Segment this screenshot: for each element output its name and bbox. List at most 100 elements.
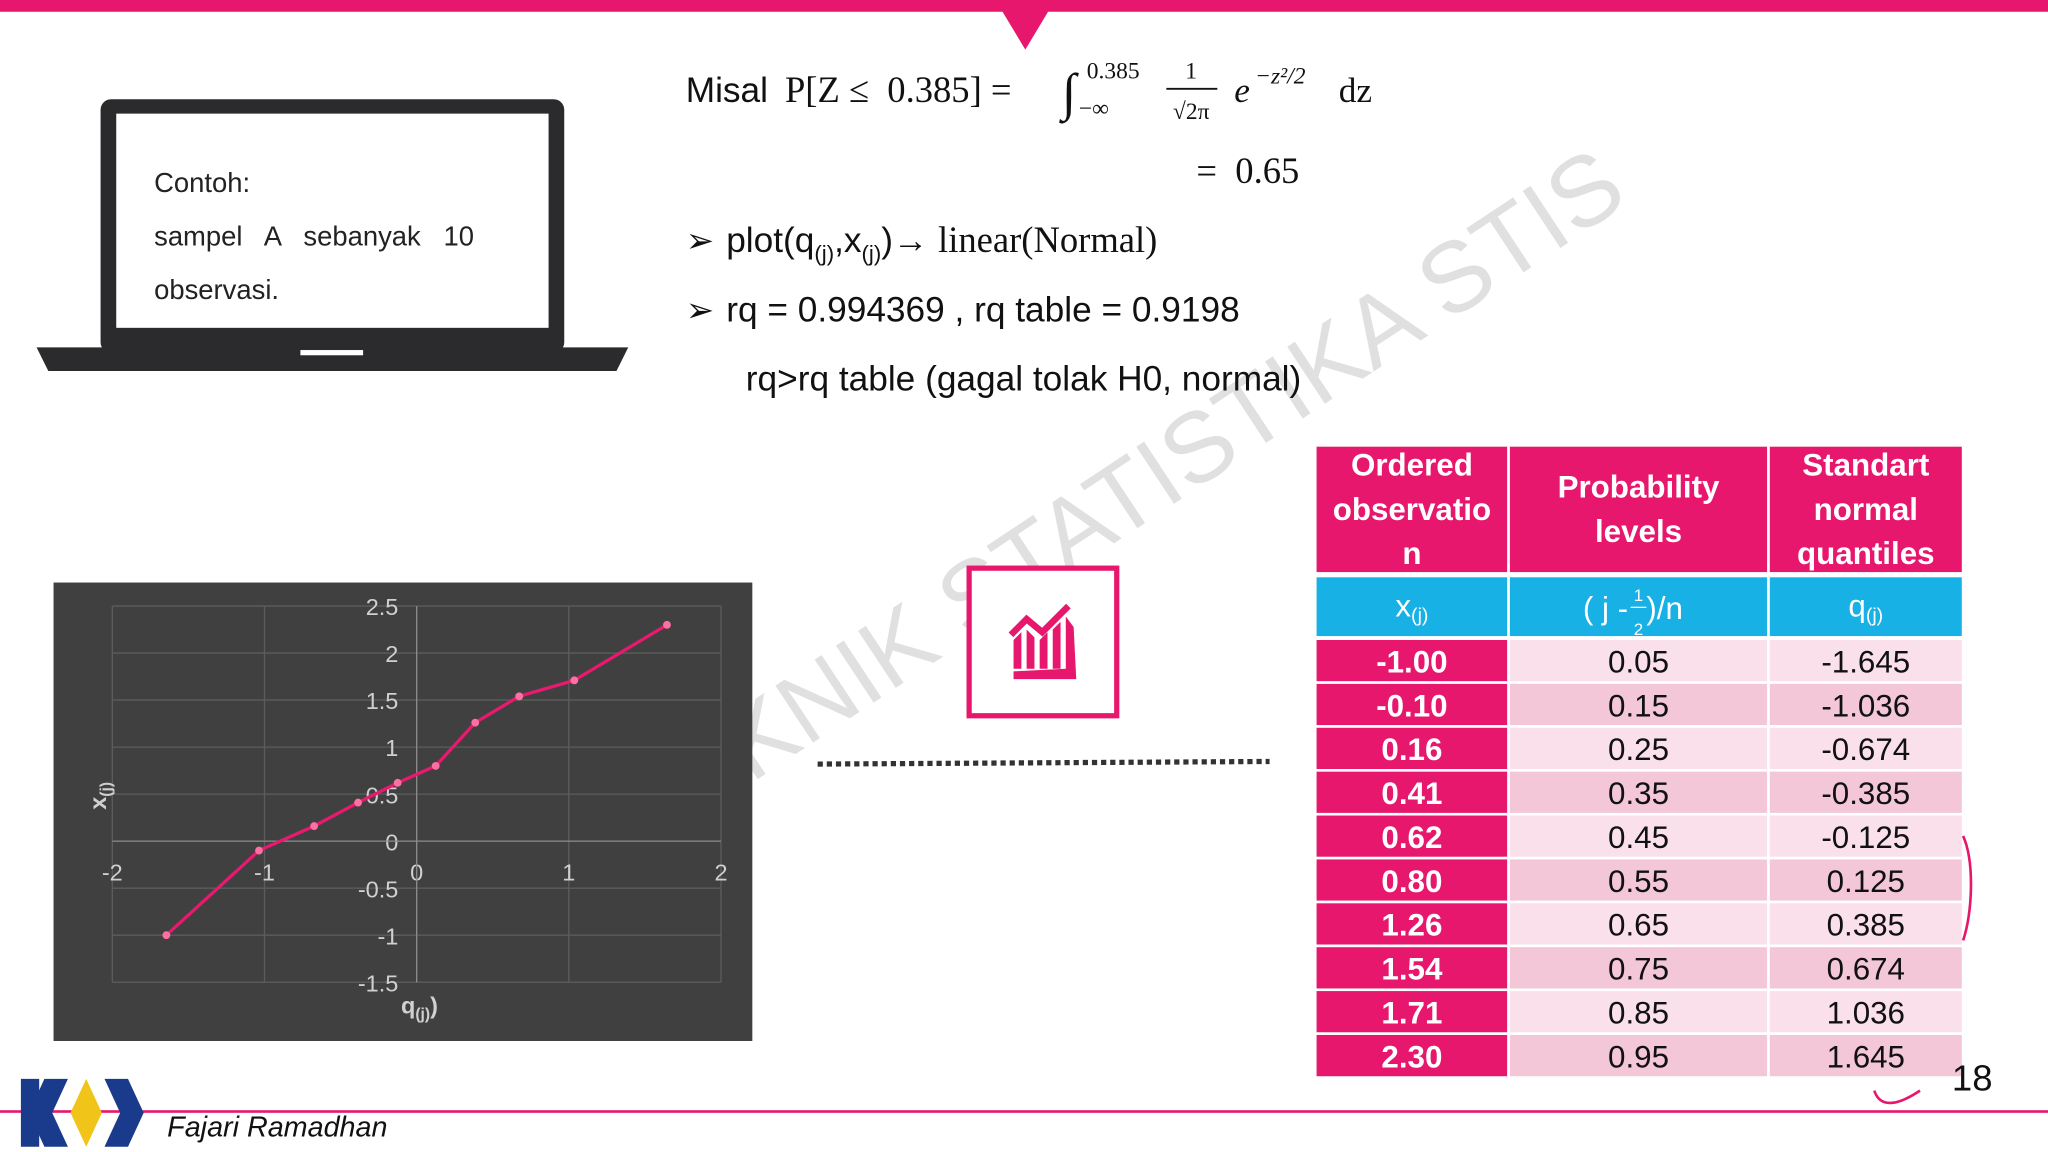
y-tick-label: 0 <box>385 829 398 855</box>
cell-text: 0.45 <box>1608 820 1669 855</box>
formula-result: = 0.65 <box>1196 150 1299 191</box>
table-cell <box>1767 725 1965 772</box>
header-text: normal <box>1814 492 1918 527</box>
table-cell <box>1507 1032 1770 1079</box>
formula-frac-num: 1 <box>1185 58 1197 84</box>
cell-text: 0.674 <box>1827 952 1905 987</box>
bullet-part: linear(Normal) <box>938 219 1157 260</box>
label-part: x <box>85 797 111 810</box>
y-axis-label: x(j) <box>85 782 115 810</box>
decoration <box>1961 835 1973 941</box>
table-cell <box>1313 725 1510 772</box>
data-point <box>354 798 362 807</box>
y-tick-label: 2 <box>385 641 398 667</box>
cell-text: 0.65 <box>1608 908 1669 943</box>
sub-index: (j) <box>1866 605 1883 627</box>
bullet-text: plot(q(j),x(j))→ linear(Normal) <box>726 219 1157 266</box>
bullet-marker: ➢ <box>686 222 714 260</box>
cell-text: 0.75 <box>1608 952 1669 987</box>
data-point <box>431 761 440 770</box>
subheader-text: ( j - <box>1583 591 1628 626</box>
cell-text: 1.26 <box>1381 908 1442 943</box>
y-tick-label: 2.5 <box>366 594 399 620</box>
x-tick-label: 2 <box>714 859 727 885</box>
top-notch <box>1001 10 1049 50</box>
bullet-part: )→ <box>881 221 938 260</box>
data-point <box>471 718 480 727</box>
sub-index: (j) <box>1411 605 1428 627</box>
table-cell <box>1313 988 1510 1035</box>
bullet-text: rq>rq table (gagal tolak H0, normal) <box>746 360 1301 399</box>
cell-text: -0.125 <box>1821 820 1910 855</box>
data-point <box>255 846 263 855</box>
y-tick-label: -0.5 <box>358 876 399 902</box>
table-cell <box>1313 1032 1510 1079</box>
top-bar <box>0 0 2048 12</box>
header-text: Standart <box>1802 447 1930 482</box>
label-part: ) <box>430 993 438 1019</box>
formula-prefix: Misal <box>686 71 768 110</box>
cell-text: 0.15 <box>1608 688 1669 723</box>
x-axis-label: q(j)) <box>401 993 438 1023</box>
header-text: n <box>1402 536 1421 571</box>
bullet-sub: (j) <box>862 241 882 266</box>
cell-text: 0.55 <box>1608 864 1669 899</box>
formula-lhs: P[Z ≤ 0.385] = <box>785 69 1012 110</box>
header-text: Ordered <box>1351 447 1473 482</box>
cell-text: -1.645 <box>1821 644 1910 679</box>
formula-lower: −∞ <box>1079 96 1109 122</box>
bullet-sub: (j) <box>814 241 834 266</box>
formula-base: e <box>1234 71 1250 110</box>
page-number: 18 <box>1952 1058 1993 1099</box>
table-cell <box>1507 900 1770 948</box>
logo <box>20 1078 144 1147</box>
y-tick-label: -1.5 <box>358 970 399 996</box>
cell-text: 0.25 <box>1608 732 1669 767</box>
data-point <box>663 620 671 629</box>
cell-text: 1.54 <box>1381 952 1443 987</box>
decoration <box>1873 1089 1921 1105</box>
bullet-text: rq = 0.994369 , rq table = 0.9198 <box>726 290 1239 329</box>
data-point <box>162 931 171 940</box>
subheader-cell <box>1767 574 1965 639</box>
chart: -1.5-1-0.500.511.522.5-2 -1 0 1 2q(j))x(j) <box>85 594 728 1023</box>
cell-text: -1.036 <box>1821 688 1910 723</box>
y-tick-label: 1.5 <box>366 688 399 714</box>
subheader-cell <box>1507 574 1770 639</box>
data-point <box>393 778 402 787</box>
subheader-text: q(j) <box>1848 588 1883 626</box>
data-point <box>570 676 579 685</box>
laptop-screen <box>116 113 549 328</box>
subheader-text: x(j) <box>1395 588 1428 626</box>
footer-author: Fajari Ramadhan <box>167 1111 387 1143</box>
sub-main: x <box>1395 588 1411 623</box>
cell-text: -0.674 <box>1821 732 1910 767</box>
data-point <box>310 822 319 831</box>
x-tick-label: -2 <box>102 859 123 885</box>
subheader-den: 2 <box>1634 620 1643 639</box>
label-part: q <box>401 993 415 1019</box>
cell-text: 1.036 <box>1827 995 1905 1030</box>
table-cell <box>1313 769 1510 816</box>
table-cell <box>1313 856 1510 904</box>
chart-background <box>53 582 753 1041</box>
sub-main: q <box>1848 588 1865 623</box>
table-cell <box>1507 637 1770 684</box>
header-text: levels <box>1595 514 1682 549</box>
footer-line <box>0 1110 2048 1113</box>
table-cell <box>1313 812 1510 860</box>
table-cell <box>1767 1032 1965 1079</box>
cell-text: 0.35 <box>1608 776 1669 811</box>
cell-text: 0.385 <box>1827 908 1905 943</box>
x-tick-label: 1 <box>562 859 575 885</box>
header-cell <box>1313 444 1510 575</box>
cell-text: 0.80 <box>1381 864 1442 899</box>
laptop-text: observasi. <box>154 274 279 305</box>
formula-upper: 0.385 <box>1087 58 1140 84</box>
header-cell <box>1767 444 1965 575</box>
table-cell <box>1767 681 1965 728</box>
header-text: quantiles <box>1797 536 1935 571</box>
cell-text: 0.16 <box>1381 732 1442 767</box>
cell-text: 0.125 <box>1827 864 1905 899</box>
